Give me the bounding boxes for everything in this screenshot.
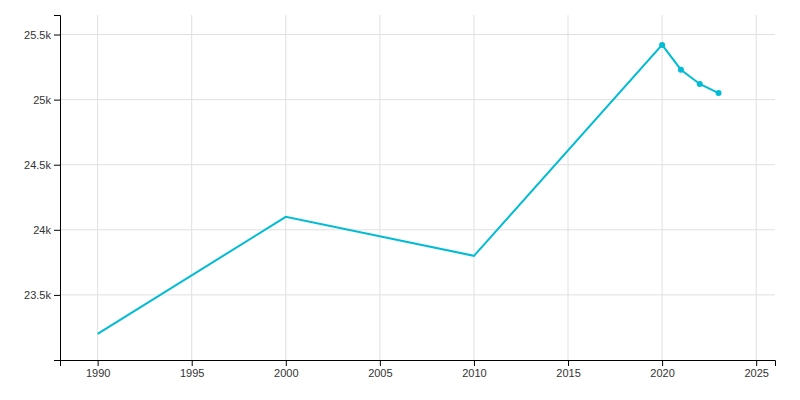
grid-line-y (60, 99, 775, 100)
y-tick: 24.5k (24, 159, 60, 171)
x-tick-mark (98, 360, 99, 366)
x-tick-mark (662, 360, 663, 366)
y-tick: 25k (33, 94, 60, 106)
grid-line-y (60, 229, 775, 230)
y-tick-label: 25.5k (24, 29, 51, 41)
point (678, 67, 684, 73)
x-tick-mark (286, 360, 287, 366)
x-tick: 2010 (462, 360, 486, 379)
grid-line-x (191, 15, 192, 360)
y-axis-line (54, 16, 61, 361)
x-tick: 2000 (274, 360, 298, 379)
x-tick-mark (756, 360, 757, 366)
chart: 1990 1995 2000 2005 2010 2015 2020 2025 23.5k 24k… (0, 0, 800, 400)
x-tick: 2015 (556, 360, 580, 379)
x-tick-label: 2010 (462, 367, 486, 379)
y-tick-mark (54, 295, 60, 296)
grid-line-y (60, 164, 775, 165)
x-tick-mark (192, 360, 193, 366)
grid-line-y (60, 294, 775, 295)
x-tick: 2020 (650, 360, 674, 379)
y-tick: 25.5k (24, 29, 60, 41)
grid-line-x (662, 15, 663, 360)
x-tick-label: 2020 (650, 367, 674, 379)
x-tick-mark (474, 360, 475, 366)
point (659, 42, 665, 48)
x-tick: 2025 (744, 360, 768, 379)
grid-line-x (473, 15, 474, 360)
x-axis-line (61, 361, 776, 367)
grid-line-x (285, 15, 286, 360)
x-tick-label: 2000 (274, 367, 298, 379)
x-tick: 2005 (368, 360, 392, 379)
x-axis: 1990 1995 2000 2005 2010 2015 2020 2025 (61, 360, 776, 379)
x-tick-label: 1995 (180, 367, 204, 379)
plot: 1990 1995 2000 2005 2010 2015 2020 2025 23.5k 24k… (24, 15, 775, 379)
y-tick-mark (54, 100, 60, 101)
y-tick: 24k (33, 224, 60, 236)
x-tick: 1995 (180, 360, 204, 379)
x-tick-label: 2005 (368, 367, 392, 379)
x-tick-label: 2015 (556, 367, 580, 379)
x-tick: 1990 (86, 360, 110, 379)
y-axis: 23.5k 24k 24.5k 25k 25.5k (24, 16, 60, 361)
marks (98, 42, 722, 334)
x-tick-label: 1990 (86, 367, 110, 379)
grid-line-x (379, 15, 380, 360)
x-tick-label: 2025 (744, 367, 768, 379)
grid-line-x (756, 15, 757, 360)
x-tick-mark (568, 360, 569, 366)
y-tick-label: 24k (33, 224, 51, 236)
grid (60, 15, 775, 360)
y-tick-mark (54, 165, 60, 166)
y-tick-label: 24.5k (24, 159, 51, 171)
y-tick-mark (54, 35, 60, 36)
grid-line-x (568, 15, 569, 360)
line (98, 45, 719, 334)
y-tick-label: 25k (33, 94, 51, 106)
point (716, 90, 722, 96)
x-tick-mark (380, 360, 381, 366)
y-tick-label: 23.5k (24, 289, 51, 301)
grid-line-y (60, 34, 775, 35)
y-tick-mark (54, 230, 60, 231)
grid-line-x (97, 15, 98, 360)
y-tick: 23.5k (24, 289, 60, 301)
point (697, 81, 703, 87)
